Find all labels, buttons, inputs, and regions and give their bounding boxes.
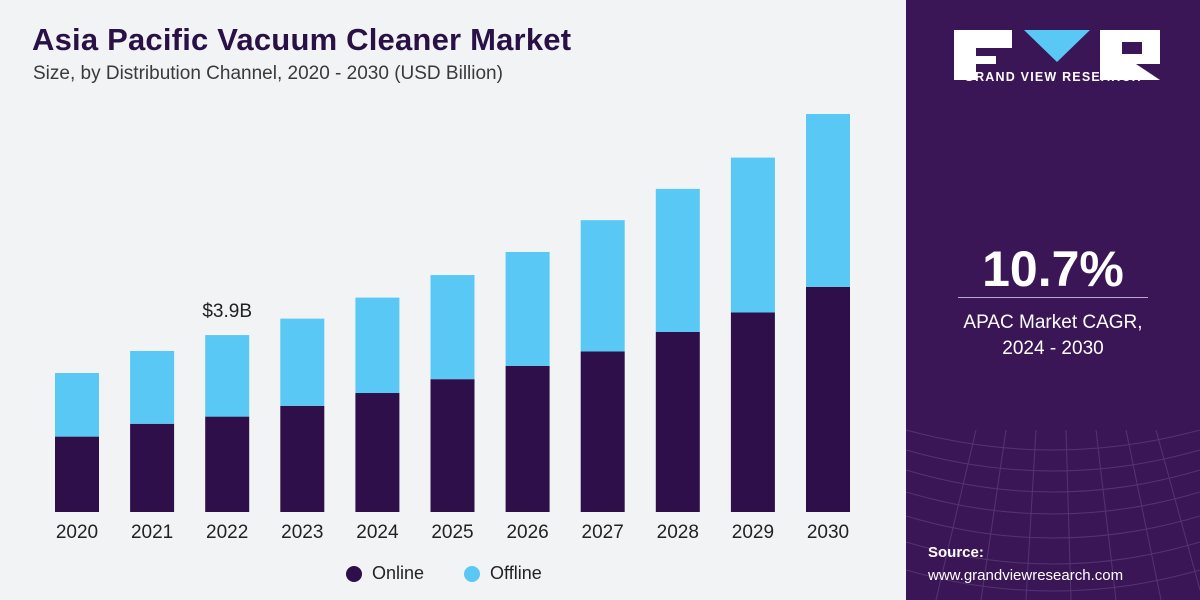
legend-swatch-online <box>346 565 362 582</box>
legend-label-offline: Offline <box>490 563 542 583</box>
bar-offline-2024 <box>355 297 400 394</box>
x-tick-label: 2025 <box>431 522 473 543</box>
chart-panel: Asia Pacific Vacuum Cleaner Market Size,… <box>32 22 850 584</box>
x-tick-label: 2029 <box>732 522 774 543</box>
source-title: Source: <box>928 544 984 561</box>
bar-offline-2030 <box>806 114 850 287</box>
x-tick-label: 2030 <box>807 522 849 543</box>
cagr-label-line2: 2024 - 2030 <box>1002 338 1104 359</box>
bar-offline-2027 <box>580 220 625 352</box>
x-tick-label: 2028 <box>657 522 699 543</box>
x-tick-label: 2020 <box>56 522 98 543</box>
cagr-value: 10.7% <box>982 241 1124 297</box>
bar-online-2024 <box>355 393 400 512</box>
bar-online-2021 <box>130 423 175 512</box>
stacked-bar-chart: 2020 2021 2022 $3.9B 2023 2024 2025 2026 2027 202… <box>55 114 850 543</box>
chart-subtitle: Size, by Distribution Channel, 2020 - 20… <box>33 63 503 84</box>
source-url: www.grandviewresearch.com <box>928 567 1124 584</box>
cagr-divider <box>958 297 1148 298</box>
bar-offline-2020 <box>55 373 99 437</box>
bar-online-2026 <box>505 365 550 512</box>
legend-swatch-offline <box>464 565 481 582</box>
chart-title: Asia Pacific Vacuum Cleaner Market <box>32 22 572 57</box>
legend-item-online: Online <box>346 563 424 584</box>
bar-offline-2025 <box>430 275 475 380</box>
bar-offline-2021 <box>130 350 175 424</box>
bar-offline-2028 <box>655 188 700 332</box>
bar-online-2025 <box>430 379 475 512</box>
bar-online-2029 <box>730 312 775 512</box>
bar-offline-2026 <box>505 251 550 366</box>
cagr-label: APAC Market CAGR, 2024 - 2030 <box>906 310 1200 362</box>
side-panel: GRAND VIEW RESEARCH 10.7% APAC Market CA… <box>906 0 1200 600</box>
bar-online-2030 <box>806 286 850 512</box>
x-tick-label: 2023 <box>281 522 323 543</box>
bar-online-2023 <box>280 405 325 512</box>
grid-background <box>906 429 1200 600</box>
x-tick-label: 2026 <box>506 522 548 543</box>
bar-online-2020 <box>55 436 99 512</box>
bar-offline-2022 <box>205 335 250 417</box>
x-tick-label: 2027 <box>582 522 624 543</box>
legend-label-online: Online <box>372 563 425 583</box>
data-label-annotation: $3.9B <box>202 301 252 322</box>
bar-online-2022 <box>205 416 250 512</box>
bar-offline-2023 <box>280 318 325 406</box>
legend-item-offline: Offline <box>464 563 542 584</box>
bar-offline-2029 <box>730 157 775 313</box>
x-tick-label: 2022 <box>206 522 248 543</box>
gvr-logo <box>954 30 1160 80</box>
bar-online-2028 <box>655 331 700 512</box>
brand-name: GRAND VIEW RESEARCH <box>964 70 1142 84</box>
bar-online-2027 <box>580 351 625 512</box>
x-tick-label: 2024 <box>356 522 399 543</box>
x-tick-label: 2021 <box>131 522 173 543</box>
chart-legend: Online Offline <box>346 563 582 584</box>
cagr-label-line1: APAC Market CAGR, <box>963 312 1143 333</box>
